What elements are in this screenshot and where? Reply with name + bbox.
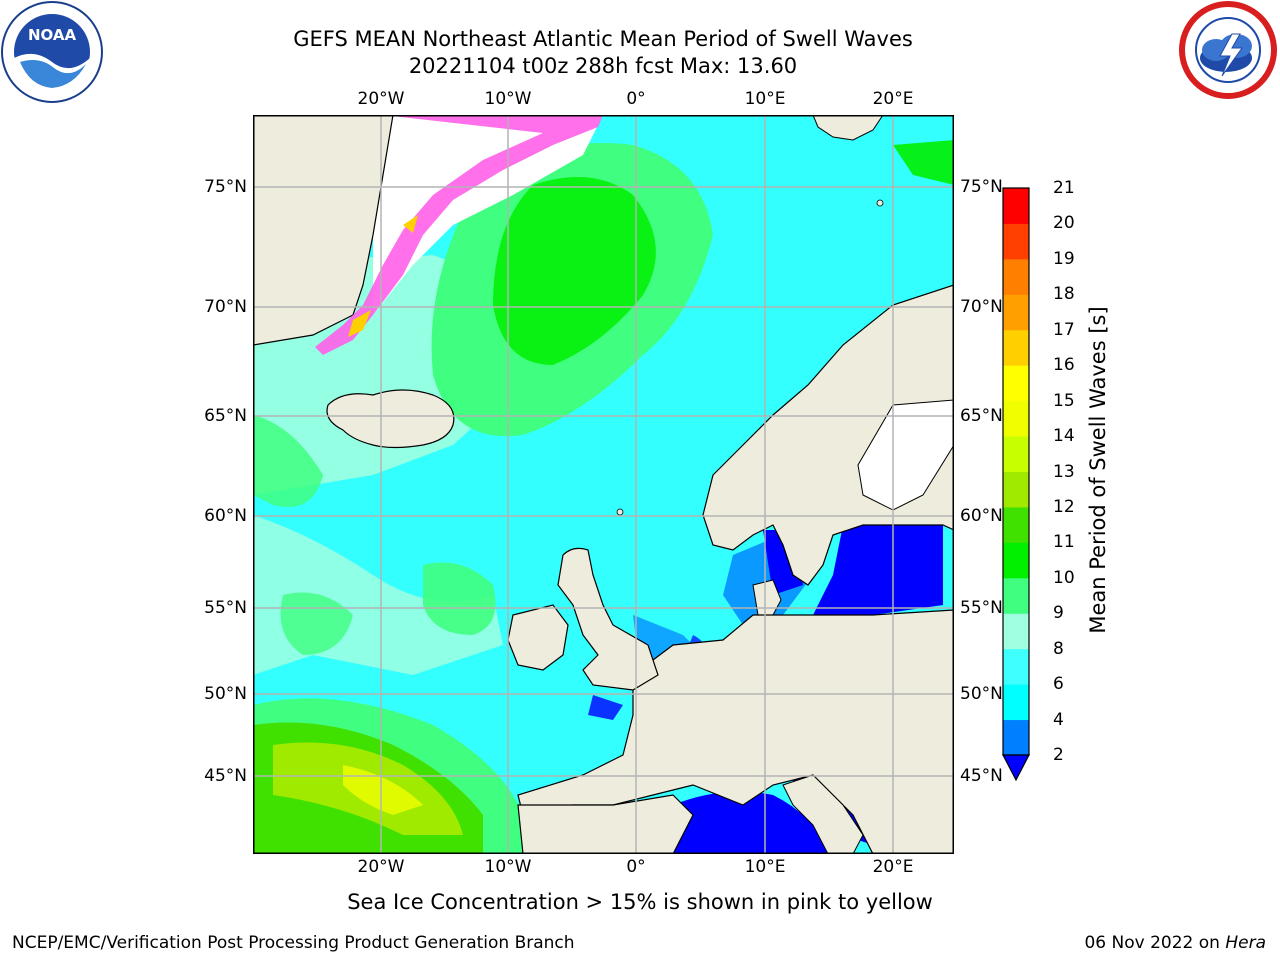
swell-field-13-14 (343, 765, 423, 815)
colorbar (1002, 187, 1030, 782)
ice-free-zone (373, 115, 603, 315)
colorbar-cell (1003, 223, 1029, 260)
footer-date: 06 Nov 2022 on Hera (1084, 933, 1266, 953)
swell-field-2-4 (813, 525, 943, 615)
colorbar-cell (1003, 506, 1029, 543)
land-faroe (616, 508, 624, 516)
sea-ice-edge (403, 215, 418, 233)
land-svalbard (812, 115, 884, 141)
lat-label-right-70n: 70°N (960, 297, 1003, 317)
lat-label-right-75n: 75°N (960, 177, 1003, 197)
graticule (253, 115, 954, 854)
map-plot (253, 115, 954, 854)
lon-label-bottom-20w: 20°W (357, 857, 405, 877)
lon-label-top-10w: 10°W (484, 89, 532, 109)
footer-branch: NCEP/EMC/Verification Post Processing Pr… (12, 933, 575, 953)
swell-field-10-11 (893, 140, 954, 185)
ice-free-zone (857, 399, 954, 511)
swell-field-9-10 (253, 415, 323, 507)
sea-ice-note: Sea Ice Concentration > 15% is shown in … (347, 890, 933, 914)
colorbar-tick-label: 9 (1053, 603, 1064, 624)
colorbar-cell (1003, 542, 1029, 579)
noaa-logo: NOAA (1, 1, 103, 103)
lat-label-left-70n: 70°N (204, 297, 247, 317)
lon-label-bottom-0: 0° (626, 857, 646, 877)
sea-ice-edge (348, 310, 371, 337)
land-iceland (326, 389, 455, 449)
swell-field-2-4 (588, 695, 623, 720)
nws-logo (1179, 1, 1277, 99)
lon-label-bottom-10e: 10°E (744, 857, 786, 877)
chart-subtitle: 20221104 t00z 288h fcst Max: 13.60 (408, 54, 798, 78)
land-greenland (253, 115, 394, 346)
colorbar-tick-label: 16 (1053, 355, 1075, 376)
colorbar-cell (1003, 294, 1029, 331)
sea-ice-edge (315, 115, 603, 355)
colorbar-cell (1003, 436, 1029, 472)
lat-label-right-60n: 60°N (960, 506, 1003, 526)
colorbar-tick-label: 13 (1053, 461, 1075, 482)
colorbar-tick-label: 2 (1053, 745, 1064, 765)
lat-label-left-60n: 60°N (204, 506, 247, 526)
colorbar-extend-arrow (1002, 754, 1030, 782)
lat-label-right-55n: 55°N (960, 598, 1003, 618)
lat-label-right-65n: 65°N (960, 406, 1003, 426)
land-island (876, 199, 884, 207)
lat-label-left-75n: 75°N (204, 177, 247, 197)
colorbar-tick-label: 19 (1053, 248, 1075, 269)
lon-label-top-10e: 10°E (744, 89, 786, 109)
colorbar-tick-label: 4 (1053, 709, 1064, 730)
colorbar-cell (1003, 577, 1029, 614)
colorbar-tick-label: 21 (1053, 178, 1075, 198)
svg-text:NOAA: NOAA (28, 26, 77, 44)
lat-label-left-50n: 50°N (204, 684, 247, 704)
colorbar-cell (1003, 471, 1029, 508)
colorbar-tick-label: 17 (1053, 319, 1075, 340)
land-iberia (517, 794, 694, 854)
land-italy (782, 774, 864, 854)
colorbar-title: Mean Period of Swell Waves [s] (1086, 306, 1110, 634)
colorbar-cell (1003, 188, 1029, 224)
colorbar-tick-label: 8 (1053, 638, 1064, 659)
colorbar-cell (1003, 329, 1029, 366)
colorbar-cell (1003, 365, 1029, 402)
colorbar-tick-label: 12 (1053, 496, 1075, 517)
colorbar-cell (1003, 613, 1029, 650)
colorbar-tick-label: 11 (1053, 532, 1075, 553)
colorbar-tick-label: 20 (1053, 213, 1075, 234)
colorbar-cell (1003, 258, 1029, 295)
lon-label-top-20e: 20°E (872, 89, 914, 109)
lon-label-bottom-20e: 20°E (872, 857, 914, 877)
colorbar-tick-label: 15 (1053, 390, 1075, 411)
colorbar-cell (1003, 400, 1029, 437)
lat-label-left-55n: 55°N (204, 598, 247, 618)
swell-field-10-11 (493, 177, 656, 365)
lat-label-left-45n: 45°N (204, 766, 247, 786)
swell-field-9-10 (423, 562, 496, 635)
land-great-britain (557, 547, 659, 691)
colorbar-tick-label: 10 (1053, 567, 1075, 588)
colorbar-cell (1003, 648, 1029, 685)
footer-machine: Hera (1225, 933, 1266, 953)
lat-label-left-65n: 65°N (204, 406, 247, 426)
colorbar-cell (1003, 719, 1029, 756)
lon-label-bottom-10w: 10°W (484, 857, 532, 877)
colorbar-tick-label: 14 (1053, 426, 1075, 447)
lat-label-right-45n: 45°N (960, 766, 1003, 786)
colorbar-cell (1003, 684, 1029, 721)
swell-field-2-4 (673, 791, 833, 854)
lat-label-right-50n: 50°N (960, 684, 1003, 704)
colorbar-tick-label: 18 (1053, 284, 1075, 305)
lon-label-top-20w: 20°W (357, 89, 405, 109)
colorbar-tick-label: 6 (1053, 674, 1064, 695)
lon-label-top-0: 0° (626, 89, 646, 109)
land-europe (517, 609, 954, 854)
chart-title: GEFS MEAN Northeast Atlantic Mean Period… (293, 27, 913, 51)
